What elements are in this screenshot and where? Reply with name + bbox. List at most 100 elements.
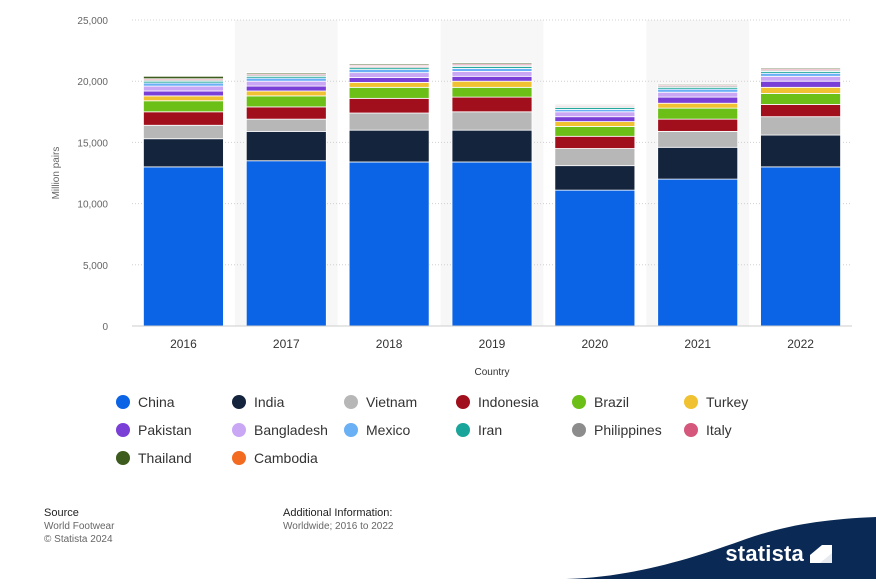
bar-segment-pakistan[interactable] [143, 90, 224, 97]
bar-segment-brazil[interactable] [760, 93, 841, 105]
legend-item-philippines[interactable]: Philippines [572, 422, 662, 438]
bar-segment-turkey[interactable] [245, 90, 327, 97]
additional-info-title[interactable]: Additional Information: [283, 507, 393, 519]
bar-segment-india[interactable] [451, 129, 533, 163]
legend-item-brazil[interactable]: Brazil [572, 394, 629, 410]
bar-segment-vietnam[interactable] [451, 111, 533, 131]
brand-swoosh [566, 517, 876, 579]
bar-segment-china[interactable] [657, 178, 739, 327]
legend-item-iran[interactable]: Iran [456, 422, 502, 438]
bar-segment-pakistan[interactable] [760, 80, 841, 88]
bar-segment-bangladesh[interactable] [760, 75, 841, 82]
bar-segment-bangladesh[interactable] [554, 111, 636, 118]
bar-segment-indonesia[interactable] [245, 106, 327, 120]
legend-item-cambodia[interactable]: Cambodia [232, 450, 318, 466]
bar-segment-india[interactable] [245, 130, 327, 162]
bar-segment-cambodia[interactable] [760, 66, 841, 69]
legend-item-italy[interactable]: Italy [684, 422, 732, 438]
bar-segment-china[interactable] [245, 160, 327, 327]
bar-segment-thailand[interactable] [143, 75, 224, 80]
legend-swatch [232, 423, 246, 437]
bar-segment-thailand[interactable] [451, 62, 533, 65]
bar-segment-turkey[interactable] [760, 86, 841, 94]
bar-segment-bangladesh[interactable] [348, 72, 430, 78]
bar-segment-thailand[interactable] [348, 63, 430, 66]
legend-swatch [572, 395, 586, 409]
bar-segment-indonesia[interactable] [760, 104, 841, 118]
bar-segment-brazil[interactable] [348, 86, 430, 99]
bar-segment-china[interactable] [760, 166, 841, 327]
legend-item-turkey[interactable]: Turkey [684, 394, 748, 410]
bar-segment-mexico[interactable] [760, 72, 841, 77]
bar-segment-indonesia[interactable] [348, 97, 430, 114]
bar-segment-china[interactable] [143, 166, 224, 327]
bar-segment-thailand[interactable] [554, 104, 636, 106]
source-title[interactable]: Source [44, 507, 79, 519]
bar-segment-indonesia[interactable] [657, 118, 739, 132]
bar-segment-vietnam[interactable] [760, 116, 841, 136]
bar-segment-india[interactable] [143, 138, 224, 168]
y-tick-label: 0 [102, 322, 108, 333]
legend-item-india[interactable]: India [232, 394, 284, 410]
legend-item-bangladesh[interactable]: Bangladesh [232, 422, 328, 438]
bar-segment-india[interactable] [657, 146, 739, 180]
bar-segment-india[interactable] [348, 129, 430, 163]
legend-item-indonesia[interactable]: Indonesia [456, 394, 539, 410]
bar-segment-brazil[interactable] [143, 100, 224, 113]
bar-segment-turkey[interactable] [348, 82, 430, 88]
y-tick-label: 20,000 [77, 77, 108, 88]
bar-segment-pakistan[interactable] [245, 85, 327, 92]
y-tick-label: 10,000 [77, 200, 108, 211]
bar-segment-china[interactable] [451, 161, 533, 327]
bar-segment-brazil[interactable] [245, 95, 327, 108]
legend-label: Brazil [594, 394, 630, 410]
source-line-1: World Footwear [44, 521, 115, 532]
bar-segment-indonesia[interactable] [143, 111, 224, 126]
legend-item-thailand[interactable]: Thailand [116, 450, 192, 466]
bar-segment-brazil[interactable] [554, 126, 636, 137]
x-tick-label: 2022 [787, 337, 814, 351]
bar-segment-vietnam[interactable] [143, 124, 224, 140]
bar-segment-turkey[interactable] [554, 121, 636, 127]
bar-segment-vietnam[interactable] [245, 118, 327, 132]
bar-segment-thailand[interactable] [245, 72, 327, 75]
bar-segment-turkey[interactable] [657, 102, 739, 109]
bar-segment-brazil[interactable] [657, 107, 739, 120]
bar-segment-turkey[interactable] [143, 95, 224, 102]
bar-segment-vietnam[interactable] [348, 112, 430, 131]
bar-segment-mexico[interactable] [245, 77, 327, 82]
legend-item-vietnam[interactable]: Vietnam [344, 394, 417, 410]
bar-segment-india[interactable] [760, 134, 841, 168]
bar-segment-thailand[interactable] [657, 83, 739, 86]
bar-segment-bangladesh[interactable] [657, 91, 739, 98]
bar-segment-mexico[interactable] [143, 82, 224, 87]
bar-segment-pakistan[interactable] [554, 116, 636, 122]
bar-segment-indonesia[interactable] [554, 135, 636, 149]
legend-item-mexico[interactable]: Mexico [344, 422, 410, 438]
bar-segment-bangladesh[interactable] [143, 85, 224, 92]
bar-segment-vietnam[interactable] [554, 148, 636, 167]
bar-segment-china[interactable] [348, 161, 430, 327]
bar-segment-mexico[interactable] [657, 88, 739, 93]
legend-item-china[interactable]: China [116, 394, 175, 410]
bar-segment-pakistan[interactable] [657, 96, 739, 104]
bar-segment-turkey[interactable] [451, 80, 533, 88]
x-tick-label: 2016 [170, 337, 197, 351]
bar-segment-india[interactable] [554, 165, 636, 191]
source-line-2: © Statista 2024 [44, 534, 113, 545]
bar-segment-pakistan[interactable] [451, 75, 533, 82]
legend-label: Pakistan [138, 422, 192, 438]
bar-segment-mexico[interactable] [451, 67, 533, 72]
statista-logo[interactable]: statista [725, 541, 832, 567]
bar-segment-bangladesh[interactable] [245, 80, 327, 87]
bar-segment-bangladesh[interactable] [451, 71, 533, 77]
legend-label: Thailand [138, 450, 192, 466]
bar-segment-china[interactable] [554, 189, 636, 327]
bar-segment-pakistan[interactable] [348, 77, 430, 83]
bar-segment-brazil[interactable] [451, 86, 533, 98]
legend-item-pakistan[interactable]: Pakistan [116, 422, 192, 438]
bar-segment-vietnam[interactable] [657, 130, 739, 148]
legend-swatch [116, 423, 130, 437]
bar-segment-mexico[interactable] [348, 69, 430, 74]
bar-segment-indonesia[interactable] [451, 96, 533, 113]
